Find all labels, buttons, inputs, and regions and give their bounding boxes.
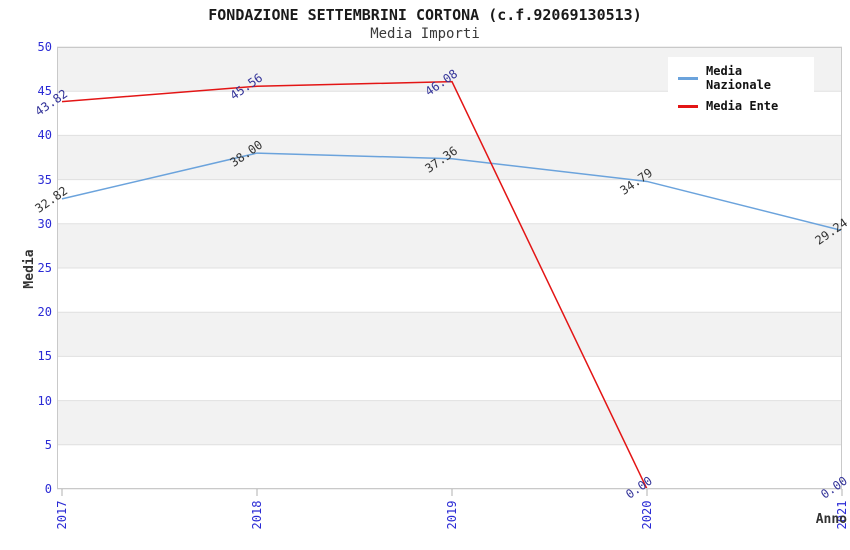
- legend-label-media-nazionale: Media Nazionale: [706, 64, 772, 92]
- y-tick-label: 30: [37, 216, 52, 231]
- legend-item-media-nazionale: Media Nazionale: [674, 64, 808, 92]
- x-tick-label: 2018: [250, 500, 264, 530]
- y-tick-label: 20: [37, 305, 52, 320]
- legend-line-swatch-red: [678, 104, 698, 108]
- y-tick-label: 10: [37, 393, 52, 408]
- x-axis-title: Anno: [815, 512, 847, 527]
- legend-item-media-ente: Media Ente: [674, 99, 808, 113]
- chart-subtitle: Media Importi: [370, 26, 480, 42]
- x-tick-label: 2019: [445, 500, 459, 530]
- series-line: [61, 152, 842, 232]
- legend-line-swatch-blue: [678, 76, 698, 80]
- legend-label-media-ente: Media Ente: [706, 99, 779, 113]
- chart-title: FONDAZIONE SETTEMBRINI CORTONA (c.f.9206…: [208, 6, 642, 24]
- y-tick-label: 5: [44, 437, 52, 452]
- y-axis-title: Media: [22, 249, 37, 289]
- y-tick-label: 50: [37, 40, 52, 54]
- series-line: [61, 80, 648, 488]
- y-tick-label: 45: [37, 84, 52, 99]
- y-tick-label: 0: [44, 482, 52, 496]
- y-tick-label: 35: [37, 172, 52, 187]
- y-tick-label: 40: [37, 128, 52, 143]
- legend: Media Nazionale Media Ente: [668, 57, 814, 120]
- y-tick-label: 25: [37, 261, 52, 275]
- x-tick-label: 2017: [55, 500, 69, 530]
- y-tick-label: 15: [37, 349, 52, 364]
